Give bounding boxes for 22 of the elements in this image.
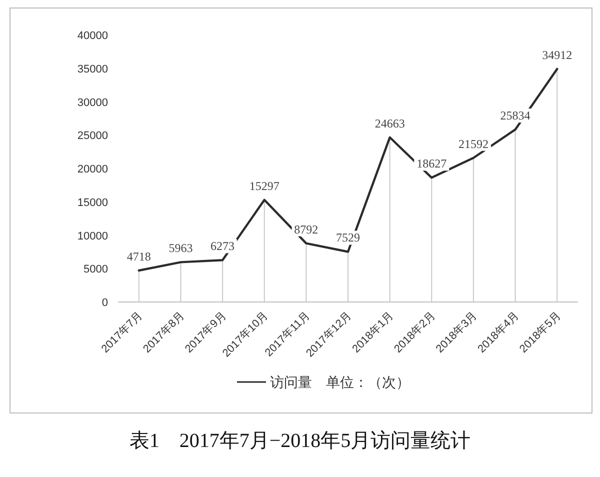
data-label: 21592 (458, 136, 488, 151)
data-label: 8792 (294, 222, 318, 236)
legend-label: 访问量 单位：（次） (270, 375, 410, 391)
y-tick-label: 25000 (77, 130, 108, 142)
data-label: 6273 (210, 239, 235, 254)
y-tick-label: 15000 (77, 196, 108, 209)
y-tick-label: 35000 (77, 63, 108, 76)
data-label: 34912 (542, 48, 572, 62)
y-tick-label: 30000 (77, 96, 108, 109)
data-label: 5963 (168, 241, 193, 256)
data-label: 24663 (374, 116, 405, 130)
data-label: 18627 (416, 156, 447, 171)
y-tick-label: 10000 (77, 230, 108, 242)
text: 表1 2017年7月−2018年5月访问量统计 (129, 430, 471, 452)
data-label: 4718 (126, 250, 151, 264)
y-tick-label: 20000 (77, 164, 108, 176)
data-label: 7529 (336, 230, 360, 245)
data-label: 25834 (500, 108, 530, 123)
data-label: 15297 (249, 178, 280, 193)
y-tick-label: 40000 (77, 30, 108, 42)
y-tick-label: 0 (102, 297, 108, 309)
y-tick-label: 5000 (84, 264, 108, 276)
